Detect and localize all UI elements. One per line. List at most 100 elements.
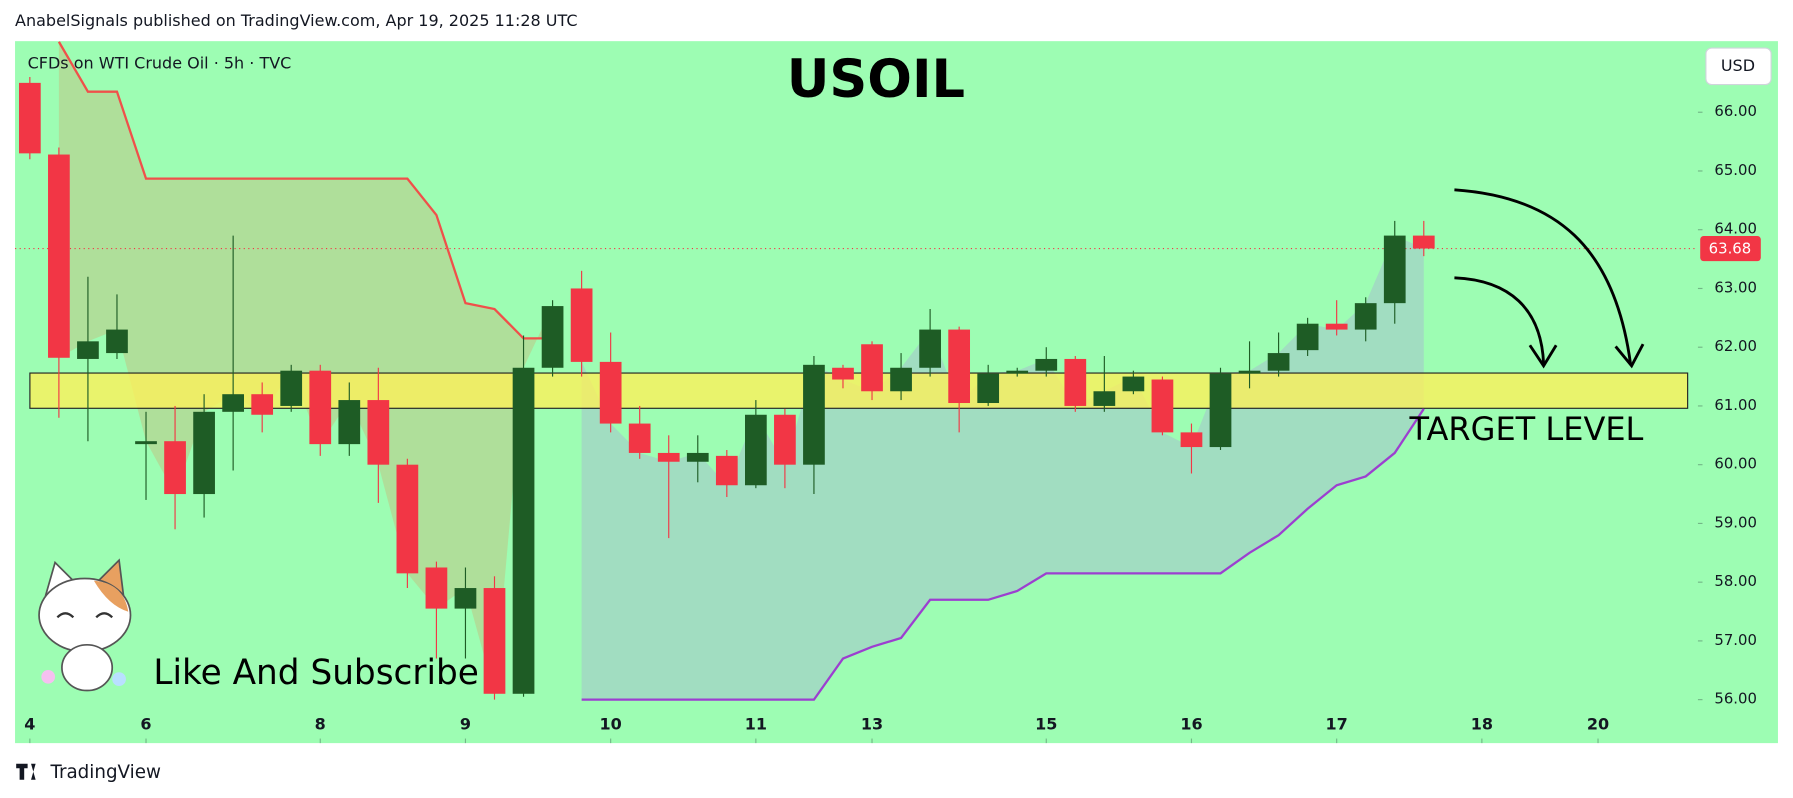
candle-body — [1122, 376, 1145, 392]
x-tick-label: 9 — [460, 714, 471, 733]
candle-body — [628, 423, 651, 453]
x-tick-label: 13 — [861, 714, 883, 733]
candle-body — [1325, 323, 1348, 330]
y-tick-label: 65.00 — [1714, 161, 1757, 179]
candle-body — [861, 344, 883, 392]
x-tick-label: 15 — [1035, 714, 1057, 733]
cat-sticker — [38, 558, 132, 692]
x-tick-label: 4 — [24, 714, 35, 733]
arrow — [1454, 188, 1632, 364]
cat-patch — [93, 580, 129, 612]
arrow-head — [1614, 343, 1645, 369]
candle-body — [338, 400, 361, 445]
candle-body — [541, 306, 564, 368]
candle-body — [686, 452, 709, 462]
candle-body — [454, 588, 477, 609]
x-tick-label: 6 — [140, 714, 151, 733]
candle-body — [77, 341, 99, 359]
chart-subtitle: CFDs on WTI Crude Oil · 5h · TVC — [28, 54, 292, 73]
candle-body — [1296, 323, 1319, 351]
target-annotation: TARGET LEVEL — [1408, 410, 1643, 448]
y-tick-label: 58.00 — [1714, 572, 1757, 590]
footer-text: TradingView — [49, 762, 161, 783]
candle-body — [309, 370, 332, 445]
arrow-head — [1528, 344, 1558, 369]
x-tick-label: 10 — [600, 714, 622, 733]
candle-body — [483, 588, 506, 694]
x-tick-label: 8 — [315, 714, 326, 733]
logo-icon — [16, 763, 36, 780]
band-line — [581, 408, 1425, 701]
candle-body — [1238, 370, 1261, 374]
candle-body — [367, 400, 390, 465]
cat-body — [61, 643, 114, 692]
chart-title: USOIL — [787, 49, 965, 110]
band-line — [57, 41, 553, 340]
candle-body — [1064, 358, 1087, 406]
candle-body — [1093, 391, 1116, 406]
band-fill — [581, 235, 1424, 700]
candle-body — [193, 411, 215, 495]
band-fill — [58, 41, 553, 694]
candle-body — [715, 455, 738, 486]
y-tick-label: 64.00 — [1714, 220, 1757, 238]
candle-body — [1209, 373, 1232, 448]
candle-body — [599, 361, 622, 424]
subscribe-annotation: Like And Subscribe — [153, 653, 479, 693]
candle-body — [512, 367, 535, 694]
y-tick-label: 62.00 — [1714, 337, 1757, 355]
currency-label: USD — [1721, 56, 1755, 75]
candle-body — [570, 288, 593, 362]
overlay: 56.00 57.00 58.00 59.00 60.00 61.00 62.00 63.00… — [24, 47, 1772, 744]
candle-body — [1180, 432, 1203, 448]
candle-body — [1383, 235, 1406, 304]
candle-body — [744, 414, 767, 486]
candle-body — [251, 394, 274, 415]
footer-logo: TradingView — [16, 762, 161, 783]
y-tick-label: 57.00 — [1714, 631, 1757, 649]
candle-body — [803, 364, 825, 465]
candle-body — [18, 82, 41, 154]
x-tick-label: 11 — [745, 714, 767, 733]
x-tick-label: 20 — [1587, 714, 1609, 733]
candle-body — [1151, 379, 1174, 433]
candle-body — [1006, 370, 1029, 374]
y-tick-label: 60.00 — [1714, 455, 1757, 473]
sparkle — [112, 672, 126, 686]
sparkle — [41, 669, 56, 684]
y-tick-label: 59.00 — [1714, 513, 1757, 531]
candle-body — [280, 370, 303, 406]
candle-body — [1412, 235, 1435, 249]
y-tick-label: 61.00 — [1714, 396, 1757, 414]
currency-button — [1705, 47, 1772, 86]
y-tick-label: 66.00 — [1714, 102, 1757, 120]
candle-body — [222, 394, 244, 412]
candle-body — [135, 441, 157, 445]
candle-body — [919, 329, 941, 368]
last-price-badge — [1700, 235, 1761, 262]
candle-body — [1035, 358, 1058, 371]
candle-body — [774, 414, 796, 465]
x-tick-label: 16 — [1180, 714, 1202, 733]
candle-body — [890, 367, 912, 392]
candle-body — [106, 329, 128, 354]
x-tick-label: 17 — [1326, 714, 1348, 733]
candle-body — [832, 367, 854, 380]
candle-body — [48, 154, 70, 358]
plot-area — [15, 41, 1698, 701]
candle-body — [164, 441, 186, 495]
cat-eye — [56, 612, 114, 619]
arrow — [1454, 276, 1546, 364]
x-tick-label: 18 — [1471, 714, 1493, 733]
candle-body — [1354, 303, 1377, 330]
publish-header: AnabelSignals published on TradingView.c… — [15, 11, 577, 30]
y-tick-label: 56.00 — [1714, 690, 1757, 708]
candle-body — [977, 373, 1000, 404]
y-tick-label: 63.00 — [1714, 278, 1757, 296]
last-price-label: 63.68 — [1709, 240, 1752, 258]
candle-body — [425, 567, 448, 609]
candle-body — [1267, 353, 1290, 371]
target-zone — [29, 372, 1689, 409]
candle-body — [657, 452, 680, 462]
